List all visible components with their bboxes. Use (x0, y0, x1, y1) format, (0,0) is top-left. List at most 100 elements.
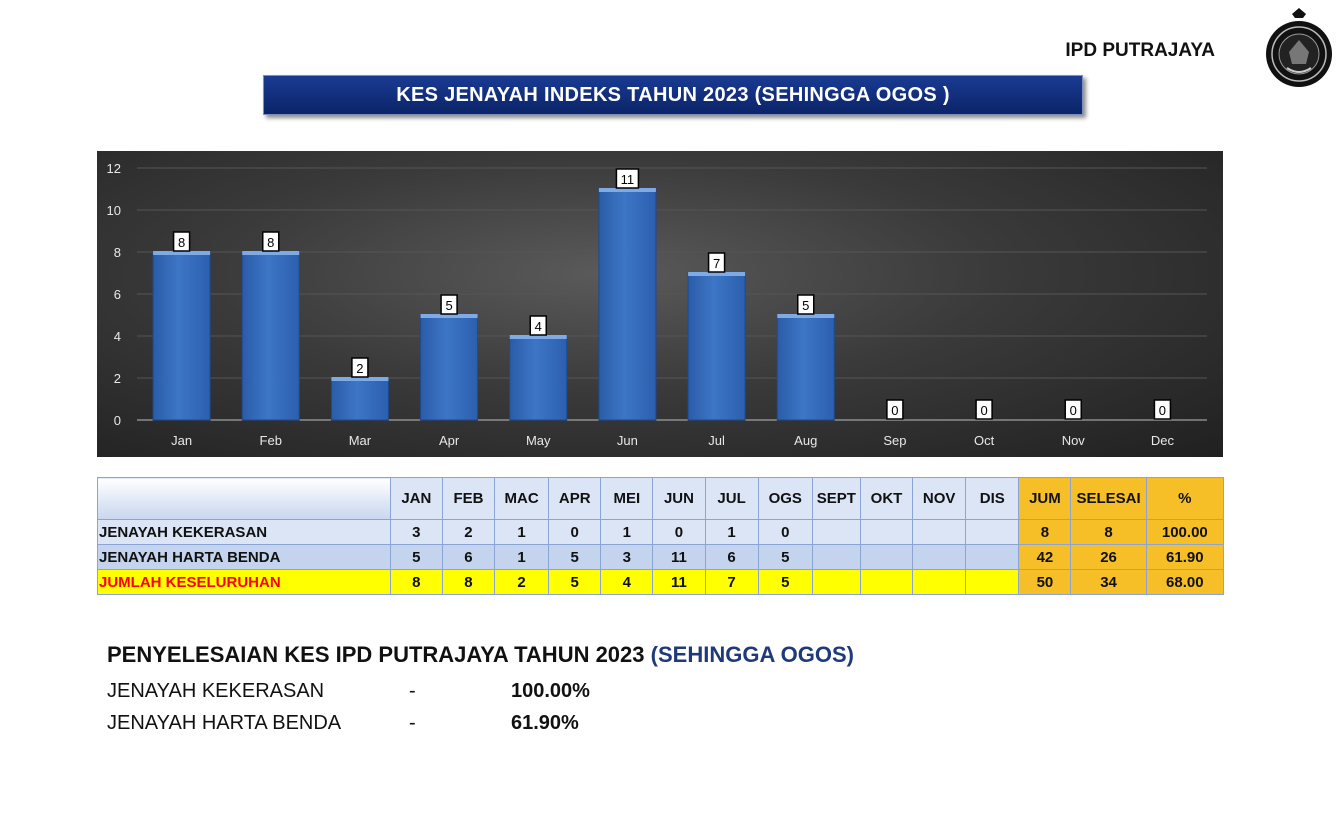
bar-mar (330, 377, 389, 421)
bar-top-highlight (242, 251, 300, 255)
bar-chart-svg: 0 2 4 6 8 10 12 8 Jan 8 Feb 2 Mar 5 Apr 4 May 11 Jun 7 Jul 5 A… (107, 161, 1207, 448)
bar-apr (420, 314, 479, 421)
row-label: JUMLAH KESELURUHAN (97, 569, 391, 595)
month-value-cell: 3 (600, 544, 654, 570)
pct-cell: 61.90 (1145, 544, 1225, 570)
column-header: % (1145, 477, 1225, 520)
y-tick-label: 6 (114, 287, 121, 302)
month-value-cell (859, 544, 914, 570)
bar-aug (776, 314, 835, 421)
summary-row-harta-benda: JENAYAH HARTA BENDA - 61.90% (107, 712, 579, 735)
selesai-cell: 34 (1070, 569, 1147, 595)
month-value-cell: 0 (652, 519, 706, 545)
column-header: OKT (859, 477, 914, 520)
data-label-box (262, 231, 280, 252)
data-label: 4 (535, 319, 542, 334)
month-value-cell: 11 (652, 569, 706, 595)
month-value-cell: 11 (652, 544, 706, 570)
column-header: JAN (389, 477, 443, 520)
summary-percentage: 100.00% (511, 680, 590, 702)
x-tick-label: Aug (794, 433, 817, 448)
month-value-cell: 1 (600, 519, 654, 545)
month-value-cell: 2 (441, 519, 496, 545)
y-tick-label: 2 (114, 371, 121, 386)
table-row-jenayah-kekerasan: JENAYAH KEKERASAN 3 2 1 0 1 0 1 0 8 8 100.00 (97, 519, 1225, 545)
month-value-cell: 5 (548, 569, 602, 595)
month-value-cell (965, 569, 1020, 595)
x-tick-label: Jul (708, 433, 725, 448)
column-header: SEPT (811, 477, 861, 520)
data-label: 5 (802, 298, 809, 313)
data-label-box (797, 294, 815, 315)
x-tick-label: Dec (1151, 433, 1175, 448)
column-header: DIS (965, 477, 1020, 520)
summary-dash: - (409, 680, 416, 702)
data-label-box (172, 231, 191, 252)
x-tick-label: Oct (974, 433, 995, 448)
jum-cell: 50 (1018, 569, 1072, 595)
x-tick-label: Mar (349, 433, 372, 448)
summary-title-text: PENYELESAIAN KES IPD PUTRAJAYA TAHUN 202… (107, 642, 645, 667)
summary-row-kekerasan: JENAYAH KEKERASAN - 100.00% (107, 680, 590, 703)
data-label-box (351, 357, 369, 378)
pct-cell: 68.00 (1145, 569, 1225, 595)
table-row-jenayah-harta-benda: JENAYAH HARTA BENDA 5 6 1 5 3 11 6 5 42 26 61.90 (97, 544, 1225, 570)
y-tick-label: 12 (107, 161, 121, 176)
pct-cell: 100.00 (1145, 519, 1225, 545)
bar-top-highlight (331, 377, 389, 381)
selesai-cell: 26 (1070, 544, 1147, 570)
selesai-cell: 8 (1070, 519, 1147, 545)
table-row-jumlah-keseluruhan: JUMLAH KESELURUHAN 8 8 2 5 4 11 7 5 50 34 68.00 (97, 569, 1225, 595)
month-value-cell (912, 544, 967, 570)
data-label: 2 (356, 361, 363, 376)
police-crest-logo (1262, 6, 1336, 88)
chart-title-banner: KES JENAYAH INDEKS TAHUN 2023 (SEHINGGA … (263, 75, 1083, 115)
bar-top-highlight (777, 314, 835, 318)
data-label-box (529, 315, 547, 336)
summary-dash: - (409, 712, 416, 734)
data-label-box (1153, 399, 1172, 420)
month-value-cell (859, 519, 914, 545)
bar-jul (687, 272, 746, 421)
x-tick-label: Jun (617, 433, 638, 448)
column-header: JUN (652, 477, 706, 520)
month-value-cell: 2 (494, 569, 550, 595)
x-tick-label: Nov (1062, 433, 1086, 448)
month-value-cell (965, 544, 1020, 570)
data-label: 7 (713, 256, 720, 271)
data-label-box (1064, 399, 1082, 420)
month-value-cell (965, 519, 1020, 545)
bar-top-highlight (153, 251, 211, 255)
column-header: JUL (704, 477, 759, 520)
month-value-cell: 6 (704, 544, 759, 570)
data-label-box (615, 168, 640, 189)
column-header: FEB (441, 477, 496, 520)
summary-percentage: 61.90% (511, 712, 579, 734)
bar-jun (598, 188, 657, 421)
data-label: 0 (1159, 403, 1166, 418)
month-value-cell (811, 519, 861, 545)
bar-feb (241, 251, 300, 421)
month-value-cell (912, 519, 967, 545)
organization-label: IPD PUTRAJAYA (1065, 40, 1215, 61)
y-tick-label: 0 (114, 413, 121, 428)
x-tick-label: May (526, 433, 551, 448)
data-label: 0 (1070, 403, 1077, 418)
x-tick-label: Sep (883, 433, 906, 448)
jum-cell: 8 (1018, 519, 1072, 545)
column-header: OGS (757, 477, 813, 520)
y-tick-label: 4 (114, 329, 121, 344)
data-label: 8 (178, 235, 185, 250)
data-label-box (440, 294, 458, 315)
bar-may (509, 335, 568, 421)
month-value-cell: 1 (704, 519, 759, 545)
cases-table: JAN FEB MAC APR MEI JUN JUL OGS SEPT OKT NOV DIS JUM… (97, 477, 1225, 595)
month-value-cell: 0 (548, 519, 602, 545)
data-label-box (886, 399, 904, 420)
x-tick-label: Apr (439, 433, 460, 448)
data-label: 5 (445, 298, 452, 313)
bar-top-highlight (509, 335, 567, 339)
monthly-cases-bar-chart: 0 2 4 6 8 10 12 8 Jan 8 Feb 2 Mar 5 Apr 4 May 11 Jun 7 Jul 5 A… (97, 151, 1223, 457)
month-value-cell (811, 544, 861, 570)
x-tick-label: Feb (260, 433, 282, 448)
